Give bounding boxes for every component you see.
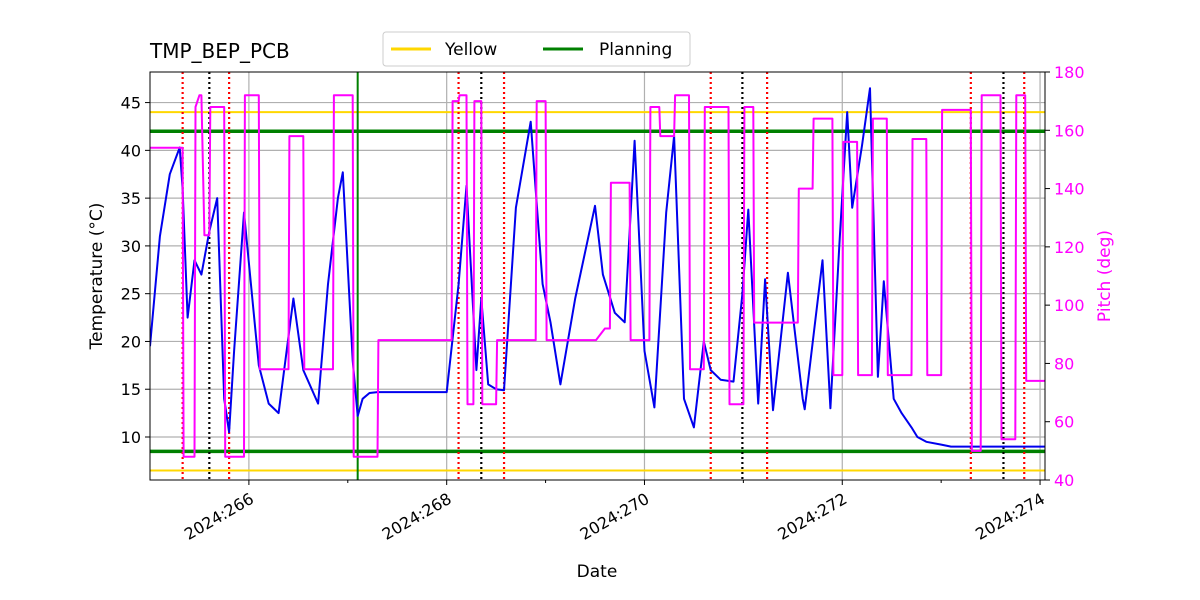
series-line-tmp-bep-pcb — [150, 87, 1045, 448]
y2-tick-label-120: 120 — [1054, 238, 1085, 257]
legend-label-planning: Planning — [599, 40, 672, 60]
x-axis-label: Date — [577, 562, 618, 582]
y-tick-label-20: 20 — [121, 332, 141, 351]
x-tick-label-266: 2024:266 — [181, 489, 257, 544]
y2-tick-label-60: 60 — [1054, 413, 1074, 432]
x-tick-label-268: 2024:268 — [379, 489, 455, 544]
legend: Yellow Planning — [382, 31, 691, 67]
legend-label-yellow: Yellow — [444, 40, 497, 60]
y-tick-label-40: 40 — [121, 141, 141, 160]
x-tick-label-272: 2024:272 — [774, 489, 850, 544]
y-tick-label-30: 30 — [121, 237, 141, 256]
y2-tick-label-140: 140 — [1054, 180, 1085, 199]
x-tick-label-274: 2024:274 — [972, 489, 1048, 544]
y-tick-label-10: 10 — [121, 428, 141, 447]
chart-title: TMP_BEP_PCB — [149, 39, 290, 63]
y-axis-label: Temperature (°C) — [87, 203, 107, 351]
series-line-pitch — [150, 94, 1045, 458]
series — [150, 87, 1045, 458]
legend-box — [382, 31, 691, 67]
y2-tick-label-160: 160 — [1054, 121, 1085, 140]
y-tick-label-15: 15 — [121, 380, 141, 399]
y2-tick-label-100: 100 — [1054, 296, 1085, 315]
y-tick-label-35: 35 — [121, 189, 141, 208]
y2-tick-label-40: 40 — [1054, 471, 1074, 490]
plot-frame — [149, 71, 1046, 481]
x-tick-label-270: 2024:270 — [577, 489, 653, 544]
y-tick-label-25: 25 — [121, 285, 141, 304]
y-tick-label-45: 45 — [121, 94, 141, 113]
limit-lines — [150, 111, 1045, 472]
y2-tick-label-180: 180 — [1054, 63, 1085, 82]
plot-area — [150, 72, 1045, 480]
y2-axis-label: Pitch (deg) — [1095, 230, 1115, 322]
y2-tick-label-80: 80 — [1054, 354, 1074, 373]
